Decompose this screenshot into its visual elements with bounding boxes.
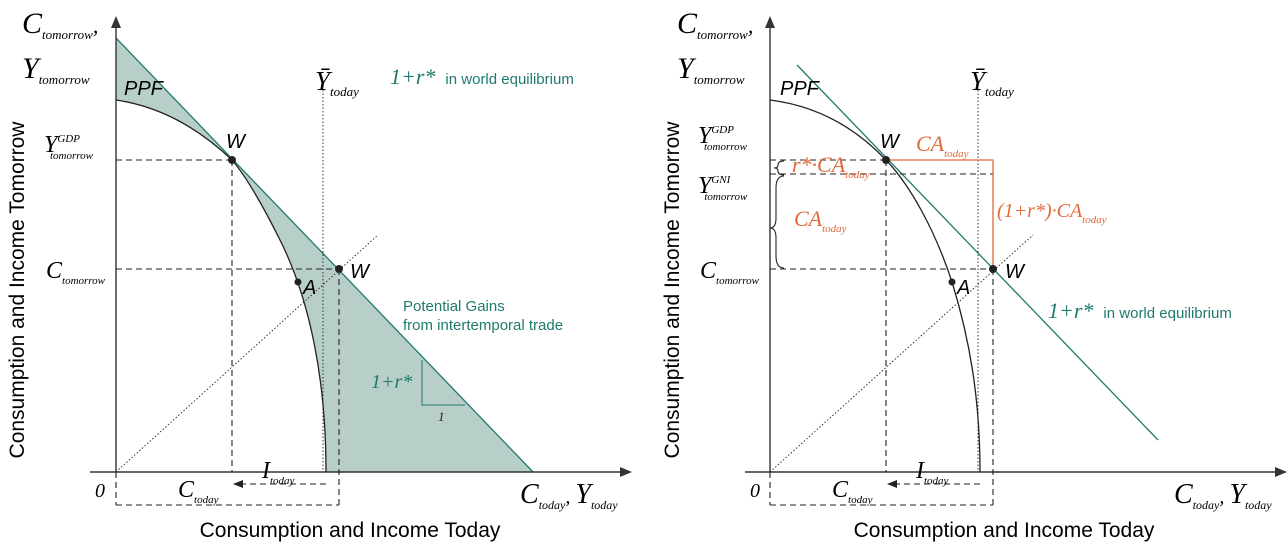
world-price-line: [115, 37, 534, 473]
diagonal-line: [115, 234, 379, 473]
ppf-label: PPF: [780, 78, 821, 100]
y-axis-title: Consumption and Income Tomorrow: [6, 121, 29, 459]
y-axis-title: Consumption and Income Tomorrow: [661, 121, 684, 459]
slope-triangle: [421, 360, 465, 406]
point-a: [294, 278, 302, 286]
r-ca-brace: [773, 160, 785, 176]
ctom-label: Ctomorrow: [700, 258, 760, 287]
w-label-production: W: [880, 131, 901, 153]
slope-rate-label: 1+r*: [371, 371, 412, 393]
w-label-consumption: W: [350, 261, 371, 283]
world-rate-label: 1+r* in world equilibrium: [1048, 298, 1232, 323]
gains-line1: Potential Gains: [403, 298, 505, 315]
w-label-consumption: W: [1005, 261, 1026, 283]
point-w-production: [228, 156, 236, 164]
y-top-y-label: Ytomorrow: [677, 52, 745, 87]
a-label: A: [302, 277, 316, 299]
diagonal-line: [769, 234, 1034, 473]
left-panel: Ctomorrow, Ytomorrow PPF Ȳtoday 1+r* in w…: [6, 7, 632, 542]
ppf-label: PPF: [124, 78, 165, 100]
ca-left-label: CAtoday: [794, 206, 847, 235]
world-rate-label: 1+r* in world equilibrium: [390, 64, 574, 89]
ca-bracket: [886, 159, 994, 269]
ctoday-label: Ctoday: [832, 477, 873, 506]
point-w-consumption: [335, 265, 343, 273]
ctoday-label: Ctoday: [178, 477, 219, 506]
gni-label: YGNI tomorrow: [698, 173, 748, 203]
itoday-label: Itoday: [915, 458, 949, 487]
w-label-production: W: [226, 131, 247, 153]
ybar-label: Ȳtoday: [315, 66, 359, 99]
one-plus-r-ca-label: (1+r*)·CAtoday: [997, 200, 1107, 226]
point-a: [948, 278, 956, 286]
origin-label: 0: [750, 480, 760, 502]
itoday-label: Itoday: [261, 458, 295, 487]
y-top-c-label: Ctomorrow,: [22, 7, 98, 42]
origin-label: 0: [95, 480, 105, 502]
y-top-y-label: Ytomorrow: [22, 52, 90, 87]
point-w-consumption: [989, 265, 997, 273]
right-panel: Ctomorrow, Ytomorrow PPF Ȳtoday YGDP tomo…: [661, 7, 1287, 542]
a-label: A: [956, 277, 970, 299]
x-end-label: Ctoday, Ytoday: [1174, 479, 1272, 512]
ca-brace: [769, 175, 785, 269]
ybar-label: Ȳtoday: [970, 66, 1014, 99]
ctom-label: Ctomorrow: [46, 258, 106, 287]
x-axis-title: Consumption and Income Today: [200, 519, 501, 542]
point-w-production: [882, 156, 890, 164]
x-axis-title: Consumption and Income Today: [854, 519, 1155, 542]
slope-run-label: 1: [438, 409, 445, 424]
ppf-curve: [769, 99, 981, 473]
ppf-curve: [115, 99, 327, 473]
x-end-label: Ctoday, Ytoday: [520, 479, 618, 512]
y-top-c-label: Ctomorrow,: [677, 7, 753, 42]
ydp-label: YGDP tomorrow: [44, 132, 94, 162]
gains-line2: from intertemporal trade: [403, 317, 563, 334]
ydp-label: YGDP tomorrow: [698, 123, 748, 153]
ca-top-label: CAtoday: [916, 131, 969, 160]
world-price-line: [796, 64, 1159, 441]
r-ca-label: r*·CAtoday: [792, 152, 870, 181]
